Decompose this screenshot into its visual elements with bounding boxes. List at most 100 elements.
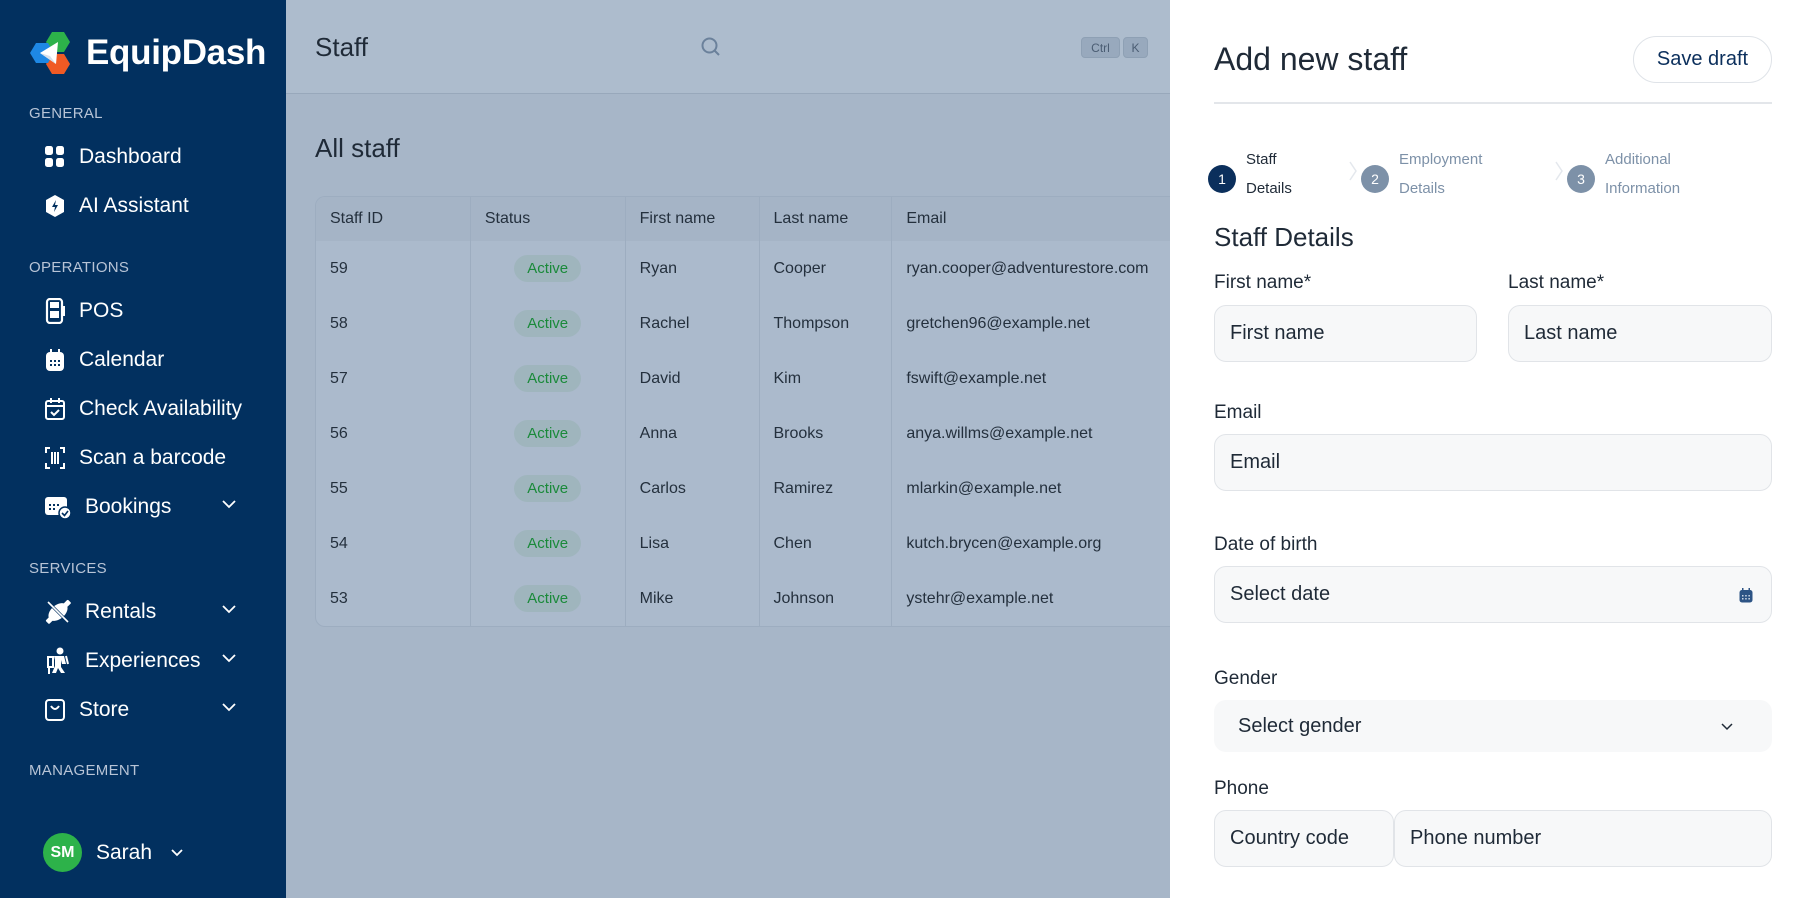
cell-staff-id: 53	[316, 571, 471, 626]
chevron-down-icon	[222, 605, 236, 614]
gender-label: Gender	[1214, 668, 1278, 689]
table-row[interactable]: 57 Active David Kim fswift@example.net	[316, 351, 1215, 406]
status-badge: Active	[514, 475, 582, 502]
cell-status: Active	[471, 296, 626, 351]
section-label-general: GENERAL	[29, 105, 103, 122]
user-name: Sarah	[96, 840, 153, 864]
column-header-staff-id[interactable]: Staff ID	[316, 197, 471, 241]
cell-last-name: Chen	[760, 516, 893, 571]
cell-first-name: Rachel	[626, 296, 760, 351]
table-row[interactable]: 53 Active Mike Johnson ystehr@example.ne…	[316, 571, 1215, 626]
brand-name: EquipDash	[86, 33, 267, 72]
step-label: Staff Details	[1246, 151, 1292, 197]
cell-first-name: Ryan	[626, 241, 760, 296]
cell-first-name: David	[626, 351, 760, 406]
dob-placeholder: Select date	[1230, 583, 1331, 605]
table-row[interactable]: 59 Active Ryan Cooper ryan.cooper@advent…	[316, 241, 1215, 296]
step-staff-details[interactable]: 1 Staff Details	[1208, 145, 1292, 203]
sidebar-item-experiences[interactable]: Experiences	[43, 641, 253, 681]
chevron-right-icon	[1349, 161, 1357, 181]
phone-number-input[interactable]	[1394, 810, 1772, 867]
cell-first-name: Lisa	[626, 516, 760, 571]
sidebar-item-scan-barcode[interactable]: Scan a barcode	[43, 438, 253, 478]
dob-date-picker[interactable]: Select date	[1214, 566, 1772, 623]
cell-status: Active	[471, 571, 626, 626]
table-row[interactable]: 58 Active Rachel Thompson gretchen96@exa…	[316, 296, 1215, 351]
sidebar-item-label: POS	[79, 299, 124, 322]
kayak-paddle-icon	[43, 599, 73, 625]
cell-staff-id: 55	[316, 461, 471, 516]
sidebar-item-store[interactable]: Store	[43, 690, 253, 730]
top-bar: Staff Ctrl K	[286, 0, 1170, 94]
step-label: Additional Information	[1605, 151, 1681, 197]
bookings-calendar-icon	[43, 495, 73, 520]
email-input[interactable]	[1214, 434, 1772, 491]
sidebar-item-label: Scan a barcode	[79, 446, 227, 469]
status-badge: Active	[514, 310, 582, 337]
sidebar-item-label: Calendar	[79, 348, 165, 371]
table-row[interactable]: 54 Active Lisa Chen kutch.brycen@example…	[316, 516, 1215, 571]
table-header: Staff ID Status First name Last name Ema…	[316, 197, 1215, 241]
dob-label: Date of birth	[1214, 534, 1318, 555]
equipdash-logo-icon	[30, 32, 70, 74]
barcode-scan-icon	[43, 446, 67, 470]
column-header-last-name[interactable]: Last name	[760, 197, 893, 241]
save-draft-button[interactable]: Save draft	[1633, 36, 1772, 83]
sidebar-item-dashboard[interactable]: Dashboard	[43, 137, 253, 177]
staff-table: Staff ID Status First name Last name Ema…	[315, 196, 1215, 627]
step-additional-information[interactable]: 3 Additional Information	[1567, 145, 1680, 203]
cell-status: Active	[471, 351, 626, 406]
user-menu[interactable]: SM Sarah	[43, 833, 184, 872]
table-row[interactable]: 56 Active Anna Brooks anya.willms@exampl…	[316, 406, 1215, 461]
cell-last-name: Kim	[760, 351, 893, 406]
cell-email: kutch.brycen@example.org	[906, 534, 1102, 552]
step-number: 1	[1208, 165, 1236, 193]
cell-email: ystehr@example.net	[906, 589, 1054, 607]
section-title: All staff	[315, 133, 400, 163]
calendar-icon	[1739, 588, 1753, 603]
first-name-input[interactable]	[1214, 305, 1477, 362]
cell-last-name: Ramirez	[760, 461, 893, 516]
search-icon[interactable]	[700, 36, 722, 58]
add-staff-panel: Add new staff Save draft 1 Staff Details…	[1170, 0, 1800, 898]
country-code-input[interactable]	[1214, 810, 1394, 867]
sidebar-item-label: Experiences	[85, 649, 201, 672]
cell-first-name: Mike	[626, 571, 760, 626]
column-header-status[interactable]: Status	[471, 197, 626, 241]
email-label: Email	[1214, 402, 1262, 423]
sidebar-item-check-availability[interactable]: Check Availability	[43, 389, 253, 429]
calendar-icon	[43, 348, 67, 372]
shortcut-key-k: K	[1123, 37, 1148, 58]
avatar: SM	[43, 833, 82, 872]
sidebar-item-label: Rentals	[85, 600, 157, 623]
sidebar-item-pos[interactable]: POS	[43, 291, 253, 331]
cell-last-name: Cooper	[760, 241, 893, 296]
divider	[1214, 102, 1772, 104]
sidebar-item-ai-assistant[interactable]: AI Assistant	[43, 186, 253, 226]
sidebar-item-calendar[interactable]: Calendar	[43, 340, 253, 380]
sidebar-item-rentals[interactable]: Rentals	[43, 592, 253, 632]
chevron-down-icon	[171, 849, 183, 857]
gender-select[interactable]: Select gender	[1214, 700, 1772, 752]
first-name-label: First name*	[1214, 272, 1312, 293]
last-name-input[interactable]	[1508, 305, 1772, 362]
chevron-down-icon	[1721, 723, 1733, 731]
last-name-label: Last name*	[1508, 272, 1605, 293]
column-header-email[interactable]: Email	[906, 210, 947, 227]
chevron-right-icon	[1555, 161, 1563, 181]
ai-hexagon-bolt-icon	[43, 194, 67, 218]
cell-status: Active	[471, 406, 626, 461]
cell-email: ryan.cooper@adventurestore.com	[906, 259, 1149, 277]
step-employment-details[interactable]: 2 Employment Details	[1361, 145, 1482, 203]
sidebar-item-bookings[interactable]: Bookings	[43, 487, 253, 527]
cell-staff-id: 57	[316, 351, 471, 406]
cell-status: Active	[471, 461, 626, 516]
column-header-first-name[interactable]: First name	[626, 197, 760, 241]
chevron-down-icon	[222, 703, 236, 712]
sidebar-item-label: Dashboard	[79, 145, 182, 168]
sidebar-item-label: Bookings	[85, 495, 172, 518]
gender-placeholder: Select gender	[1238, 714, 1362, 737]
phone-label: Phone	[1214, 778, 1269, 799]
table-row[interactable]: 55 Active Carlos Ramirez mlarkin@example…	[316, 461, 1215, 516]
sidebar-item-label: Check Availability	[79, 397, 243, 420]
